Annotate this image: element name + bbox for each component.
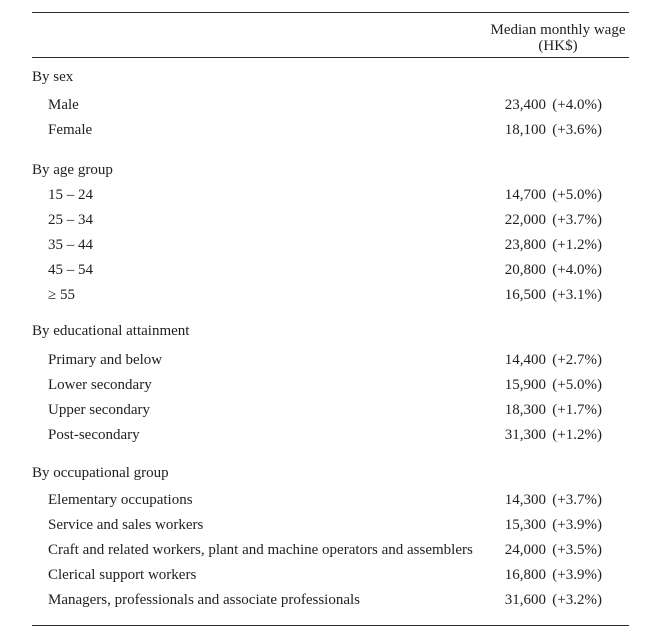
- table-section: By occupational group Elementary occupat…: [32, 461, 629, 613]
- row-label: ≥ 55: [48, 286, 75, 303]
- table-row: Upper secondary 18,300 (+1.7%): [32, 398, 629, 423]
- wage-value: 16,500: [504, 286, 546, 303]
- change-value: (+3.6%): [552, 121, 602, 138]
- change-value: (+1.2%): [552, 236, 602, 253]
- table-row: 25 – 34 22,000 (+3.7%): [32, 208, 629, 233]
- row-label: Upper secondary: [48, 401, 151, 418]
- table-row: Male 23,400 (+4.0%): [32, 93, 629, 118]
- change-value: (+3.9%): [552, 566, 602, 583]
- row-label: Clerical support workers: [48, 566, 197, 583]
- table-section: By age group 15 – 24 14,700 (+5.0%) 25 –…: [32, 158, 629, 308]
- row-label: 25 – 34: [48, 211, 93, 228]
- wage-value: 14,300: [504, 491, 546, 508]
- row-label: Post-secondary: [48, 426, 140, 443]
- row-label: Craft and related workers, plant and mac…: [48, 541, 473, 558]
- row-label: 35 – 44: [48, 236, 93, 253]
- wage-value: 14,400: [504, 351, 546, 368]
- table-row: Managers, professionals and associate pr…: [32, 588, 629, 613]
- wage-value: 24,000: [504, 541, 546, 558]
- wage-column-header: Median monthly wage (HK$): [491, 22, 626, 54]
- change-value: (+4.0%): [552, 96, 602, 113]
- wage-value: 23,400: [504, 96, 546, 113]
- table-section: By sex Male 23,400 (+4.0%) Female 18,100…: [32, 65, 629, 143]
- wage-column-header-line2: (HK$): [538, 38, 578, 54]
- change-value: (+3.7%): [552, 491, 602, 508]
- table-row: Post-secondary 31,300 (+1.2%): [32, 423, 629, 448]
- median-wage-table: Median monthly wage (HK$) By sex Male 23…: [32, 12, 629, 626]
- row-label: Female: [48, 121, 93, 138]
- change-value: (+5.0%): [552, 186, 602, 203]
- section-rows: Elementary occupations 14,300 (+3.7%) Se…: [32, 488, 629, 613]
- table-row: Elementary occupations 14,300 (+3.7%): [32, 488, 629, 513]
- section-title: By occupational group: [32, 464, 169, 481]
- wage-value: 20,800: [504, 261, 546, 278]
- change-value: (+3.2%): [552, 591, 602, 608]
- section-title: By age group: [32, 161, 113, 178]
- change-value: (+5.0%): [552, 376, 602, 393]
- row-label: Managers, professionals and associate pr…: [48, 591, 360, 608]
- table-row: 15 – 24 14,700 (+5.0%): [32, 183, 629, 208]
- wage-value: 31,300: [504, 426, 546, 443]
- wage-value: 15,300: [504, 516, 546, 533]
- table-row: 35 – 44 23,800 (+1.2%): [32, 233, 629, 258]
- wage-value: 14,700: [504, 186, 546, 203]
- change-value: (+2.7%): [552, 351, 602, 368]
- row-label: Primary and below: [48, 351, 163, 368]
- section-rows: Male 23,400 (+4.0%) Female 18,100 (+3.6%…: [32, 93, 629, 143]
- wage-value: 18,300: [504, 401, 546, 418]
- change-value: (+4.0%): [552, 261, 602, 278]
- table-row: Clerical support workers 16,800 (+3.9%): [32, 563, 629, 588]
- row-label: 15 – 24: [48, 186, 93, 203]
- wage-value: 23,800: [504, 236, 546, 253]
- section-title: By sex: [32, 68, 74, 85]
- table-row: 45 – 54 20,800 (+4.0%): [32, 258, 629, 283]
- wage-value: 22,000: [504, 211, 546, 228]
- table-column-header: Median monthly wage (HK$): [32, 13, 629, 58]
- wage-value: 15,900: [504, 376, 546, 393]
- row-label: Elementary occupations: [48, 491, 193, 508]
- section-title: By educational attainment: [32, 322, 190, 339]
- wage-column-header-line1: Median monthly wage: [490, 22, 626, 38]
- row-label: Service and sales workers: [48, 516, 204, 533]
- change-value: (+1.2%): [552, 426, 602, 443]
- section-rows: 15 – 24 14,700 (+5.0%) 25 – 34 22,000 (+…: [32, 183, 629, 308]
- wage-value: 16,800: [504, 566, 546, 583]
- change-value: (+1.7%): [552, 401, 602, 418]
- table-row: Female 18,100 (+3.6%): [32, 118, 629, 143]
- table-row: ≥ 55 16,500 (+3.1%): [32, 283, 629, 308]
- wage-value: 18,100: [504, 121, 546, 138]
- change-value: (+3.7%): [552, 211, 602, 228]
- change-value: (+3.5%): [552, 541, 602, 558]
- change-value: (+3.9%): [552, 516, 602, 533]
- table-section: By educational attainment Primary and be…: [32, 319, 629, 448]
- table-body: By sex Male 23,400 (+4.0%) Female 18,100…: [32, 58, 629, 626]
- row-label: Male: [48, 96, 79, 113]
- table-row: Craft and related workers, plant and mac…: [32, 538, 629, 563]
- row-label: Lower secondary: [48, 376, 152, 393]
- section-rows: Primary and below 14,400 (+2.7%) Lower s…: [32, 348, 629, 448]
- change-value: (+3.1%): [552, 286, 602, 303]
- wage-value: 31,600: [504, 591, 546, 608]
- row-label: 45 – 54: [48, 261, 93, 278]
- table-row: Lower secondary 15,900 (+5.0%): [32, 373, 629, 398]
- table-row: Primary and below 14,400 (+2.7%): [32, 348, 629, 373]
- table-row: Service and sales workers 15,300 (+3.9%): [32, 513, 629, 538]
